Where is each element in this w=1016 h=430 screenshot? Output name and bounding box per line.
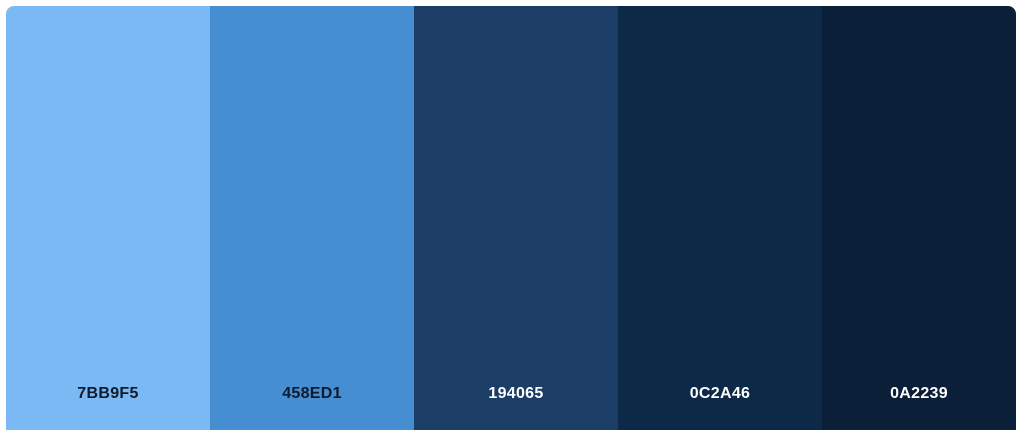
- swatch-hex-label: 7BB9F5: [77, 385, 139, 402]
- swatch-hex-label: 458ED1: [282, 385, 342, 402]
- color-palette: 7BB9F5 458ED1 194065 0C2A46 0A2239: [6, 6, 1016, 430]
- color-swatch-4[interactable]: 0C2A46: [618, 6, 822, 430]
- swatch-hex-label: 0C2A46: [689, 385, 751, 402]
- color-swatch-5[interactable]: 0A2239: [822, 6, 1016, 430]
- swatch-hex-label: 194065: [488, 385, 544, 402]
- swatch-hex-label: 0A2239: [890, 385, 948, 402]
- color-swatch-3[interactable]: 194065: [414, 6, 618, 430]
- color-swatch-1[interactable]: 7BB9F5: [6, 6, 210, 430]
- color-swatch-2[interactable]: 458ED1: [210, 6, 414, 430]
